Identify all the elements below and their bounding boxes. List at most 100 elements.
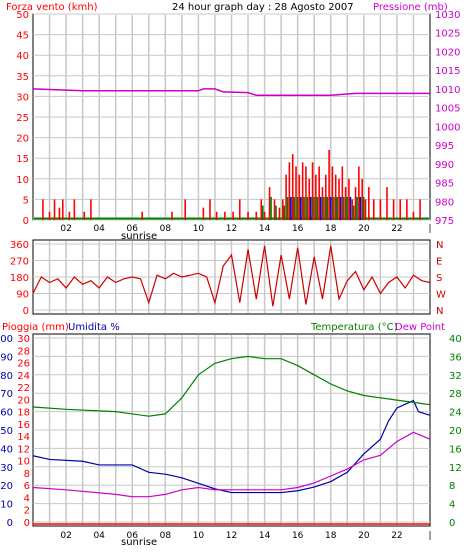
rain-tick-label: 10 bbox=[17, 457, 30, 468]
x-tick-label: 06 bbox=[127, 531, 139, 541]
rain-tick-label: 24 bbox=[17, 371, 30, 382]
rain-tick-label: 16 bbox=[17, 420, 30, 431]
x-tick-label: 14 bbox=[259, 224, 271, 234]
direction-tick-label: 90 bbox=[16, 290, 29, 301]
humidity-tick-label: 80 bbox=[0, 371, 13, 382]
dewpoint-line bbox=[32, 431, 431, 498]
wind-baseline bbox=[34, 217, 429, 220]
rain-tick-label: 2 bbox=[24, 506, 30, 517]
humidity-tick-label: 10 bbox=[0, 500, 13, 511]
direction-tick-label: 180 bbox=[10, 273, 29, 284]
wind-tick-label: 15 bbox=[16, 154, 29, 165]
direction-tick-label: 0 bbox=[23, 306, 29, 317]
temperature-tick-label: 32 bbox=[449, 371, 462, 382]
temperature-tick-label: 40 bbox=[449, 334, 462, 345]
x-tick-label: | bbox=[428, 224, 431, 234]
date-title: 24 hour graph day : 28 Agosto 2007 bbox=[172, 2, 354, 13]
rain-tick-label: 20 bbox=[17, 395, 30, 406]
pressure-axis-title: Pressione (mb) bbox=[373, 2, 448, 13]
rain-tick-label: 14 bbox=[17, 432, 30, 443]
pressure-tick-label: 995 bbox=[435, 141, 454, 152]
pressure-tick-label: 1015 bbox=[435, 66, 460, 77]
x-tick-label: 20 bbox=[358, 531, 370, 541]
x-tick-label: 16 bbox=[292, 531, 304, 541]
x-tick-label: 02 bbox=[60, 224, 71, 234]
x-tick-label: 22 bbox=[391, 224, 402, 234]
sunrise-label-top: sunrise bbox=[121, 231, 157, 242]
wind-tick-label: 35 bbox=[16, 72, 29, 83]
pressure-line bbox=[32, 88, 430, 97]
temperature-tick-label: 16 bbox=[449, 444, 462, 455]
rain-tick-label: 28 bbox=[17, 346, 30, 357]
x-tick-label: 12 bbox=[226, 531, 237, 541]
x-tick-label: | bbox=[428, 531, 431, 541]
x-tick-label: 14 bbox=[259, 531, 271, 541]
wind-axis-title: Forza vento (kmh) bbox=[6, 2, 98, 13]
rain-tick-label: 30 bbox=[17, 334, 30, 345]
wind-tick-label: 20 bbox=[16, 134, 29, 145]
wind-tick-label: 45 bbox=[16, 31, 29, 42]
x-tick-label: 18 bbox=[325, 224, 337, 234]
pressure-tick-label: 1030 bbox=[435, 10, 460, 21]
direction-line bbox=[32, 245, 431, 307]
compass-label: W bbox=[436, 290, 446, 301]
x-tick-label: 12 bbox=[226, 224, 237, 234]
x-tick-label: 08 bbox=[160, 224, 172, 234]
temperature-tick-label: 24 bbox=[449, 408, 462, 419]
humidity-line bbox=[32, 399, 431, 494]
pressure-tick-label: 985 bbox=[435, 179, 454, 190]
x-tick-label: 04 bbox=[93, 224, 105, 234]
x-tick-label: 22 bbox=[391, 531, 402, 541]
x-tick-label: 04 bbox=[93, 531, 105, 541]
rain-tick-label: 22 bbox=[17, 383, 30, 394]
x-tick-label: 02 bbox=[60, 531, 71, 541]
rain-tick-label: 18 bbox=[17, 408, 30, 419]
x-tick-label: 10 bbox=[193, 531, 205, 541]
compass-label: N bbox=[436, 306, 443, 317]
temperature-tick-label: 8 bbox=[449, 481, 455, 492]
x-tick-label: 06 bbox=[127, 224, 139, 234]
rain-tick-label: 26 bbox=[17, 359, 30, 370]
temperature-tick-label: 0 bbox=[449, 518, 455, 529]
temperature-tick-label: 36 bbox=[449, 352, 462, 363]
dewpoint-axis-title: Dew Point bbox=[395, 322, 445, 333]
pressure-tick-label: 1020 bbox=[435, 47, 460, 58]
rain-tick-label: 6 bbox=[24, 481, 30, 492]
humidity-tick-label: 30 bbox=[0, 463, 13, 474]
humidity-tick-label: 90 bbox=[0, 352, 13, 363]
wind-tick-label: 5 bbox=[23, 195, 29, 206]
pressure-tick-label: 1010 bbox=[435, 85, 460, 96]
temperature-tick-label: 12 bbox=[449, 463, 462, 474]
humidity-tick-label: 0 bbox=[7, 518, 13, 529]
temperature-tick-label: 20 bbox=[449, 426, 462, 437]
direction-tick-label: 360 bbox=[10, 240, 29, 251]
x-tick-label: 10 bbox=[193, 224, 205, 234]
humidity-tick-label: 40 bbox=[0, 444, 13, 455]
wind-tick-label: 50 bbox=[16, 10, 29, 21]
rain-axis-title: Pioggia (mm) bbox=[2, 322, 69, 333]
temperature-tick-label: 4 bbox=[449, 500, 455, 511]
temperature-line bbox=[32, 355, 431, 417]
pressure-tick-label: 1005 bbox=[435, 104, 460, 115]
wind-tick-label: 30 bbox=[16, 92, 29, 103]
humidity-tick-label: 100 bbox=[0, 334, 13, 345]
x-tick-label: 18 bbox=[325, 531, 337, 541]
pressure-tick-label: 1025 bbox=[435, 29, 460, 40]
humidity-tick-label: 50 bbox=[0, 426, 13, 437]
wind-tick-label: 0 bbox=[23, 216, 29, 227]
rain-tick-label: 4 bbox=[24, 493, 30, 504]
x-tick-label: 16 bbox=[292, 224, 304, 234]
rain-tick-label: 8 bbox=[24, 469, 30, 480]
wind-tick-label: 40 bbox=[16, 51, 29, 62]
x-tick-label: 08 bbox=[160, 531, 172, 541]
pressure-tick-label: 980 bbox=[435, 197, 454, 208]
pressure-tick-label: 990 bbox=[435, 160, 454, 171]
temperature-tick-label: 28 bbox=[449, 389, 462, 400]
humidity-axis-title: Umidita % bbox=[68, 322, 120, 333]
wind-tick-label: 10 bbox=[16, 175, 29, 186]
wind-tick-label: 25 bbox=[16, 113, 29, 124]
temperature-axis-title: Temperatura (°C) bbox=[310, 322, 398, 333]
humidity-tick-label: 70 bbox=[0, 389, 13, 400]
humidity-tick-label: 60 bbox=[0, 408, 13, 419]
